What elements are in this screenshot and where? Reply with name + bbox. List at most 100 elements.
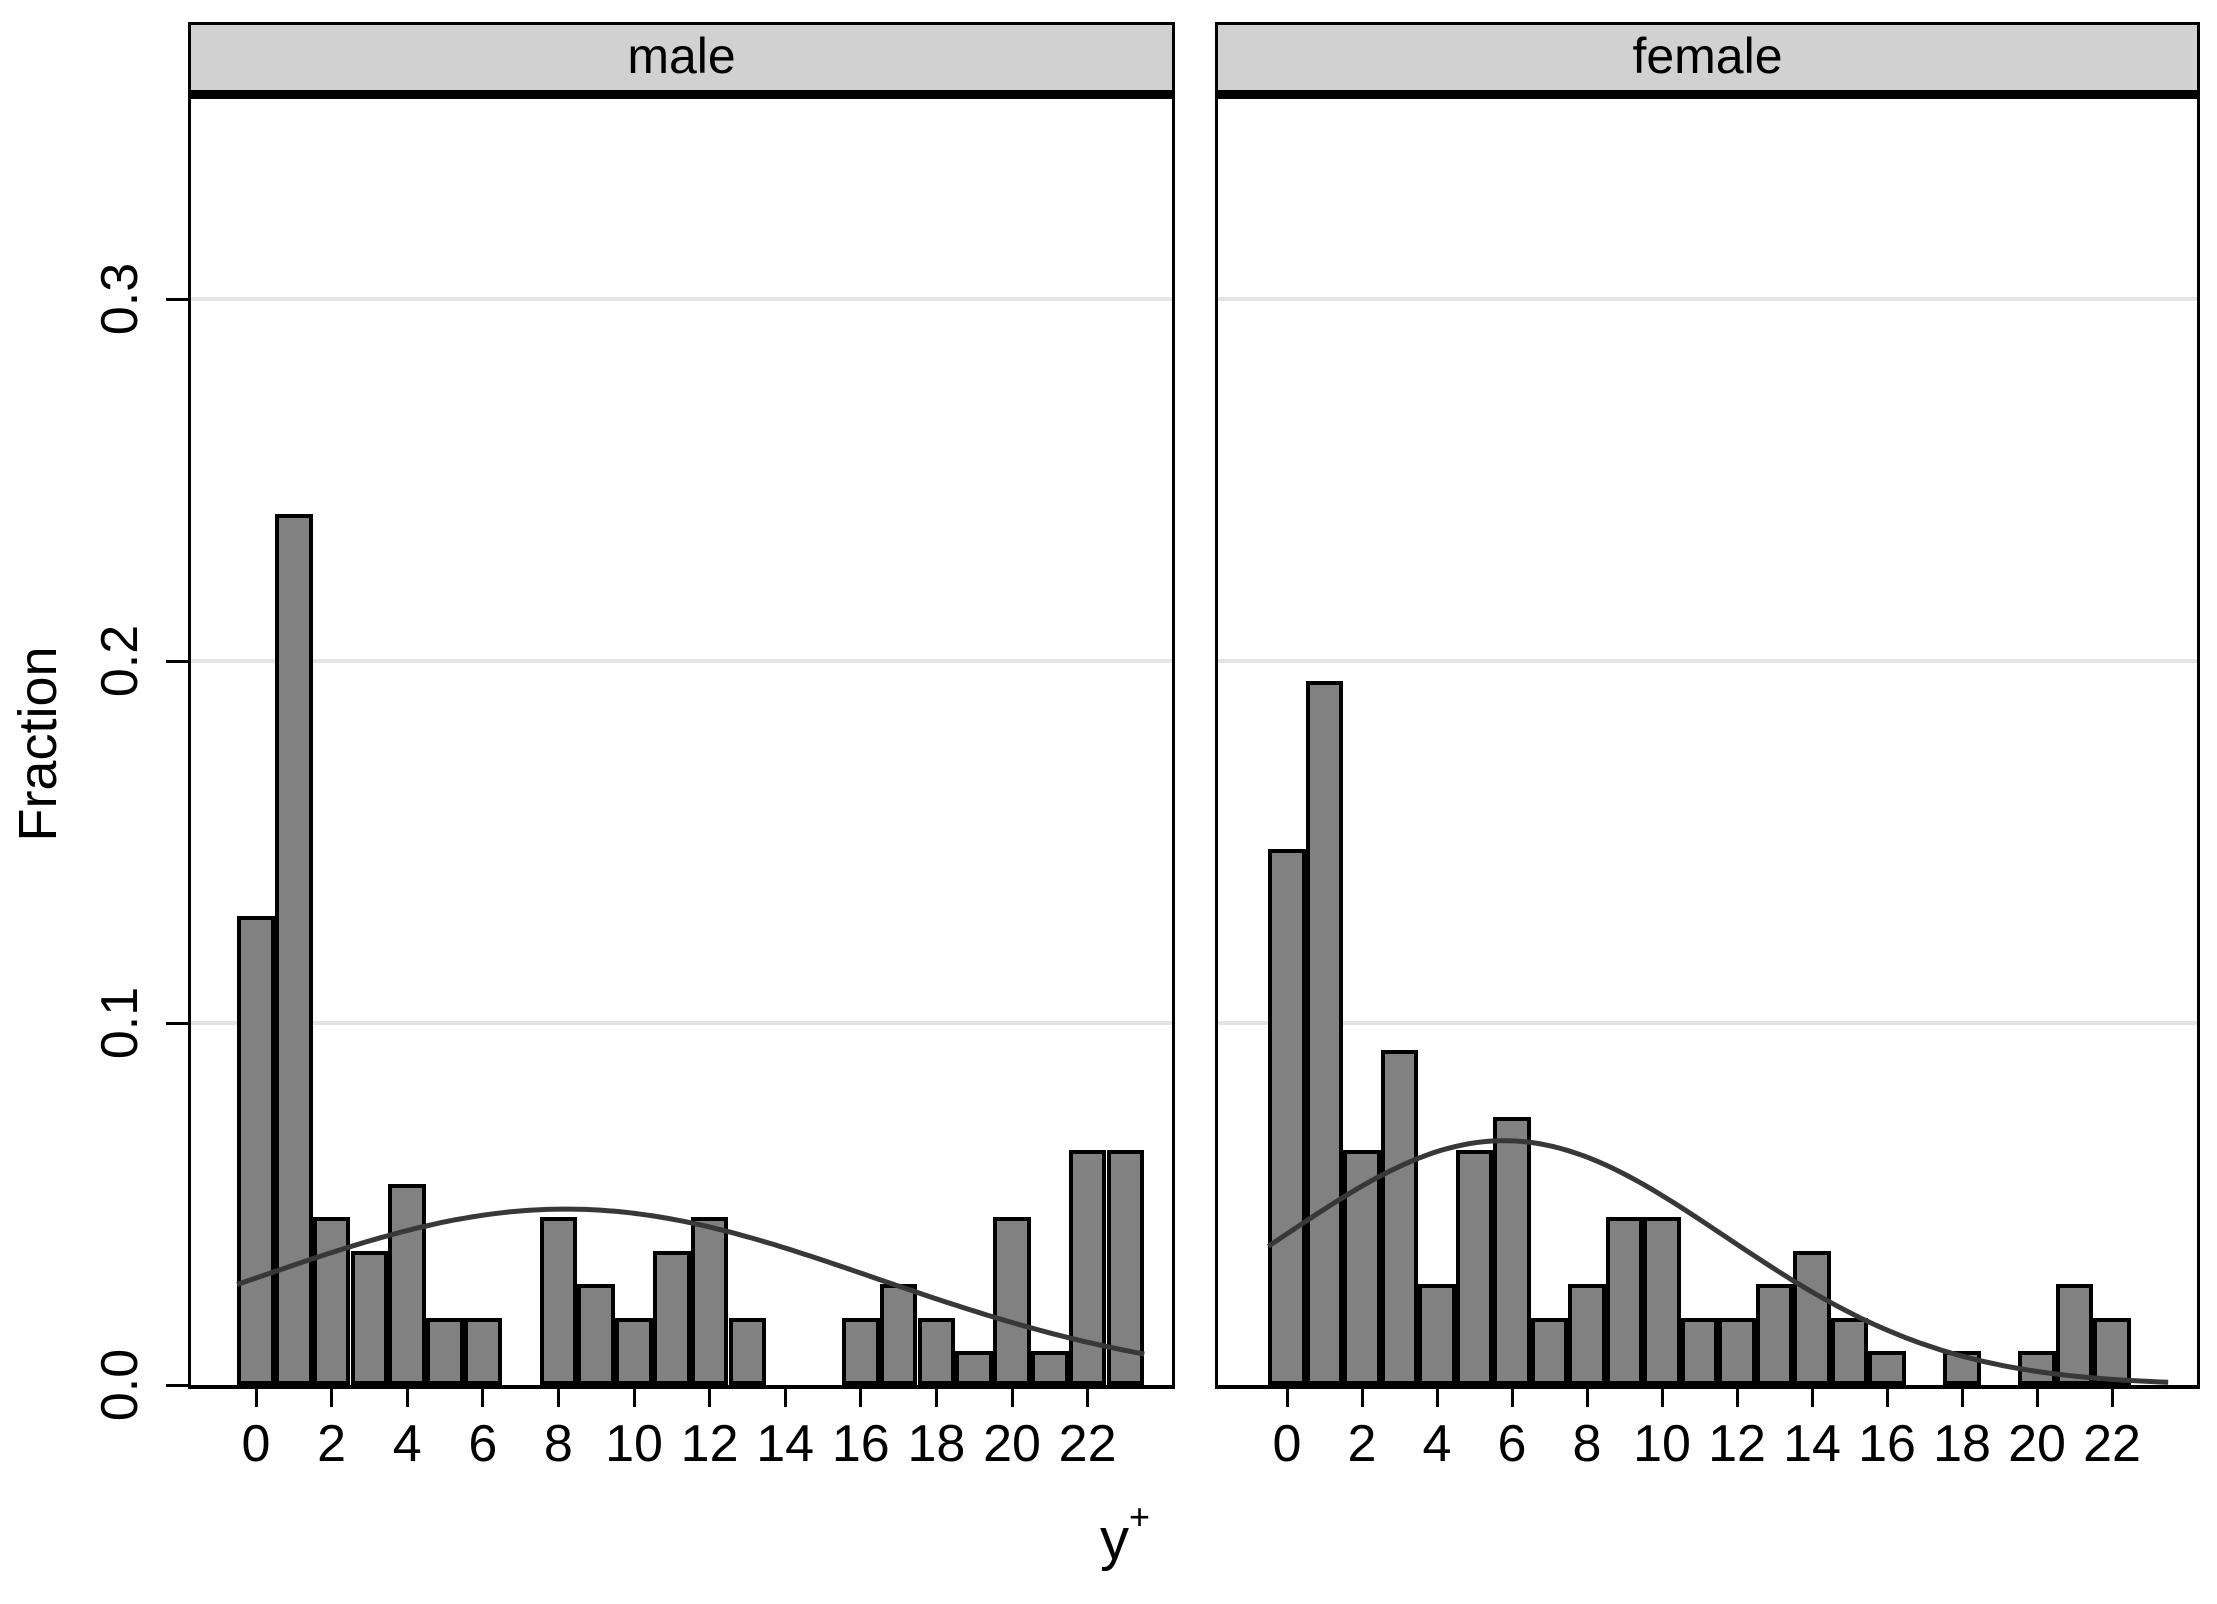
x-tick-male-18 <box>934 1389 938 1407</box>
plot-inner-male <box>191 99 1172 1385</box>
x-tick-female-10 <box>1660 1389 1664 1407</box>
x-tick-label-female-12: 12 <box>1708 1415 1766 1473</box>
x-tick-female-8 <box>1585 1389 1589 1407</box>
x-tick-label-male-4: 4 <box>392 1415 422 1473</box>
x-tick-male-4 <box>405 1389 409 1407</box>
y-tick-label-0.2: 0.2 <box>91 624 149 698</box>
x-tick-label-male-10: 10 <box>605 1415 663 1473</box>
bar-male-19 <box>955 1351 994 1385</box>
x-tick-label-female-18: 18 <box>1933 1415 1991 1473</box>
bar-female-12 <box>1718 1318 1756 1385</box>
y-tick-0.3 <box>166 298 188 301</box>
bar-male-13 <box>728 1318 767 1385</box>
gridline-0.1-female <box>1218 1021 2197 1025</box>
x-tick-female-0 <box>1285 1389 1289 1407</box>
bar-male-8 <box>539 1217 578 1385</box>
plot-area-male <box>188 90 1175 1389</box>
gridline-0.3-male <box>191 297 1172 301</box>
x-axis-title-base: y <box>1100 1507 1129 1572</box>
bar-male-16 <box>841 1318 880 1385</box>
normal-curve-path-male <box>236 1206 1145 1357</box>
x-tick-label-female-22: 22 <box>2083 1415 2141 1473</box>
plot-inner-female <box>1218 99 2197 1385</box>
bar-male-11 <box>652 1251 691 1385</box>
bar-female-3 <box>1380 1050 1419 1385</box>
bar-male-5 <box>426 1318 464 1385</box>
bar-female-4 <box>1418 1284 1456 1385</box>
normal-curve-female <box>1266 1138 2169 1385</box>
bar-female-11 <box>1680 1318 1719 1385</box>
x-tick-label-male-16: 16 <box>831 1415 890 1473</box>
x-tick-label-male-6: 6 <box>468 1415 498 1473</box>
x-tick-male-8 <box>556 1389 560 1407</box>
bar-male-2 <box>312 1217 351 1385</box>
normal-curve-path-female <box>1266 1138 2169 1385</box>
bar-female-16 <box>1868 1351 1906 1385</box>
bar-male-18 <box>917 1318 956 1385</box>
x-tick-male-14 <box>783 1389 787 1407</box>
x-tick-label-male-22: 22 <box>1058 1415 1117 1473</box>
x-tick-male-6 <box>481 1389 485 1407</box>
bar-male-1 <box>274 514 313 1385</box>
x-tick-label-female-2: 2 <box>1347 1415 1377 1473</box>
bar-male-6 <box>463 1318 502 1385</box>
bar-female-6 <box>1493 1117 1531 1385</box>
bar-female-0 <box>1268 849 1306 1385</box>
bar-male-20 <box>993 1217 1031 1385</box>
bar-male-10 <box>615 1318 653 1385</box>
x-tick-male-16 <box>859 1389 863 1407</box>
bar-female-14 <box>1793 1251 1831 1385</box>
x-tick-label-male-2: 2 <box>317 1415 347 1473</box>
bar-female-21 <box>2055 1284 2094 1385</box>
bar-male-12 <box>690 1217 729 1385</box>
bar-male-23 <box>1106 1150 1145 1385</box>
y-tick-label-0.3: 0.3 <box>91 262 149 336</box>
y-tick-label-0.0: 0.0 <box>91 1348 149 1422</box>
gridline-0.1-male <box>191 1021 1172 1025</box>
x-tick-label-female-0: 0 <box>1272 1415 1302 1473</box>
x-tick-label-female-10: 10 <box>1633 1415 1691 1473</box>
bar-female-8 <box>1568 1284 1606 1385</box>
x-tick-label-female-6: 6 <box>1497 1415 1527 1473</box>
x-tick-label-male-20: 20 <box>983 1415 1041 1473</box>
bar-male-0 <box>237 916 275 1385</box>
y-tick-0.0 <box>166 1384 188 1387</box>
x-tick-label-male-12: 12 <box>680 1415 739 1473</box>
y-tick-0.1 <box>166 1022 188 1025</box>
x-tick-male-2 <box>330 1389 334 1407</box>
bar-female-2 <box>1343 1150 1381 1385</box>
gridline-0.3-female <box>1218 297 2197 301</box>
x-tick-female-4 <box>1435 1389 1439 1407</box>
x-tick-label-female-8: 8 <box>1572 1415 1602 1473</box>
panel-header-male: male <box>188 22 1175 90</box>
bar-female-5 <box>1455 1150 1494 1385</box>
x-tick-male-0 <box>254 1389 258 1407</box>
x-tick-female-16 <box>1885 1389 1889 1407</box>
gridline-0.2-male <box>191 659 1172 663</box>
plot-area-female <box>1215 90 2200 1389</box>
bar-female-15 <box>1830 1318 1869 1385</box>
x-tick-female-2 <box>1360 1389 1364 1407</box>
x-tick-male-20 <box>1010 1389 1014 1407</box>
x-tick-female-6 <box>1510 1389 1514 1407</box>
bar-female-22 <box>2093 1318 2131 1385</box>
x-tick-label-female-20: 20 <box>2008 1415 2066 1473</box>
bar-female-7 <box>1530 1318 1569 1385</box>
bar-male-4 <box>388 1184 427 1385</box>
x-tick-label-female-4: 4 <box>1422 1415 1452 1473</box>
x-axis-title: y+ <box>1100 1496 1220 1573</box>
x-tick-label-female-16: 16 <box>1858 1415 1916 1473</box>
gridline-0.2-female <box>1218 659 2197 663</box>
x-tick-label-male-8: 8 <box>543 1415 573 1473</box>
bar-female-9 <box>1605 1217 1644 1385</box>
bar-male-9 <box>577 1284 616 1385</box>
x-tick-male-10 <box>632 1389 636 1407</box>
bar-male-3 <box>350 1251 389 1385</box>
x-tick-male-22 <box>1086 1389 1090 1407</box>
x-tick-female-18 <box>1960 1389 1964 1407</box>
x-axis-title-superscript: + <box>1129 1496 1151 1537</box>
bar-female-13 <box>1755 1284 1794 1385</box>
x-tick-female-20 <box>2035 1389 2039 1407</box>
bar-female-10 <box>1643 1217 1681 1385</box>
